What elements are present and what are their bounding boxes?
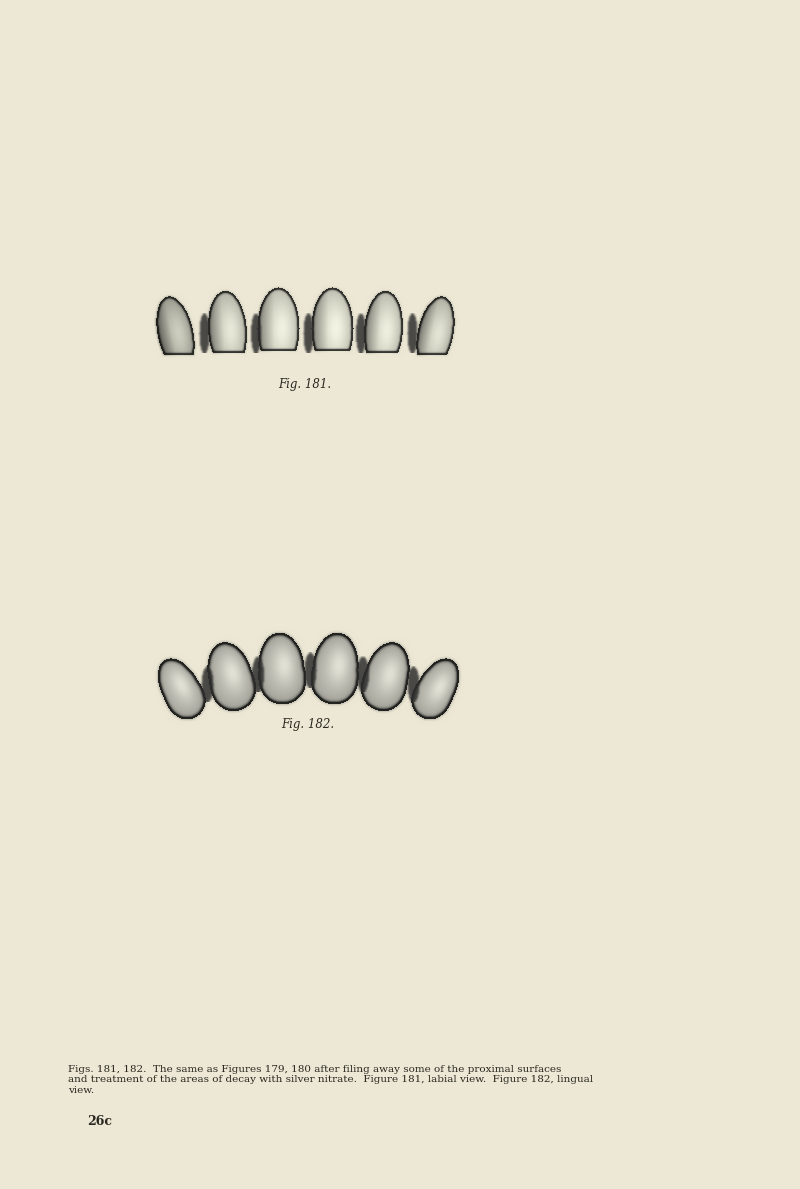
Text: Fig. 181.: Fig. 181. (278, 378, 331, 391)
Text: Fig. 182.: Fig. 182. (282, 718, 334, 731)
Text: 26c: 26c (87, 1115, 113, 1128)
Text: Figs. 181, 182.  The same as Figures 179, 180 after filing away some of the prox: Figs. 181, 182. The same as Figures 179,… (68, 1065, 593, 1095)
